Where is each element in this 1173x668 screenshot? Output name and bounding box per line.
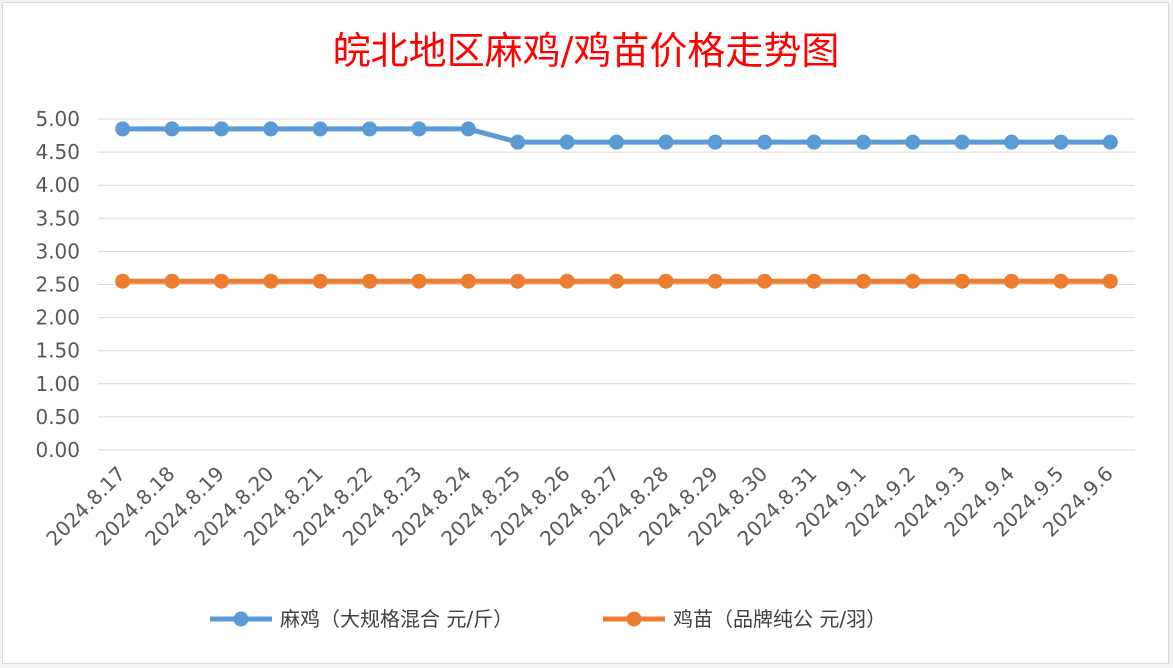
data-point	[609, 273, 624, 289]
data-point	[1053, 273, 1069, 289]
y-tick-label: 4.00	[35, 173, 80, 197]
data-point	[609, 134, 624, 150]
legend-marker	[233, 611, 249, 627]
series-layer	[115, 121, 1118, 289]
data-point	[510, 273, 526, 289]
data-point	[164, 273, 180, 289]
data-point	[559, 134, 575, 150]
data-point	[855, 134, 871, 150]
data-point	[460, 273, 476, 289]
data-point	[855, 273, 871, 289]
data-point	[559, 273, 575, 289]
data-point	[362, 273, 378, 289]
y-tick-label: 5.00	[35, 107, 80, 131]
data-point	[1102, 273, 1118, 289]
data-point	[905, 273, 921, 289]
data-point	[658, 273, 674, 289]
data-point	[1053, 134, 1069, 150]
data-point	[115, 273, 131, 289]
data-point	[1004, 273, 1020, 289]
data-point	[263, 121, 279, 137]
data-point	[460, 121, 476, 137]
data-point	[806, 134, 822, 150]
y-tick-label: 3.50	[35, 206, 80, 230]
legend-marker	[626, 611, 642, 627]
chart-title: 皖北地区麻鸡/鸡苗价格走势图	[333, 29, 840, 73]
data-point	[312, 121, 328, 137]
x-axis-ticks: 2024.8.172024.8.182024.8.192024.8.202024…	[41, 462, 1118, 551]
data-point	[164, 121, 180, 137]
y-tick-label: 1.00	[35, 372, 80, 396]
data-point	[411, 273, 427, 289]
data-point	[1004, 134, 1020, 150]
data-point	[213, 121, 229, 137]
data-point	[757, 273, 773, 289]
data-point	[757, 134, 773, 150]
data-point	[806, 273, 822, 289]
data-point	[213, 273, 229, 289]
legend-label: 鸡苗（品牌纯公 元/羽）	[673, 607, 886, 631]
data-point	[411, 121, 427, 137]
y-tick-label: 0.00	[35, 438, 80, 462]
data-point	[954, 273, 970, 289]
data-point	[510, 134, 526, 150]
y-tick-label: 0.50	[35, 405, 80, 429]
data-point	[658, 134, 674, 150]
legend-label: 麻鸡（大规格混合 元/斤）	[280, 607, 513, 631]
legend: 麻鸡（大规格混合 元/斤） 鸡苗（品牌纯公 元/羽）	[210, 607, 886, 631]
data-point	[263, 273, 279, 289]
data-point	[905, 134, 921, 150]
y-tick-label: 2.50	[35, 273, 80, 297]
y-tick-label: 3.00	[35, 239, 80, 263]
data-point	[312, 273, 328, 289]
y-tick-label: 2.00	[35, 306, 80, 330]
data-point	[362, 121, 378, 137]
data-point	[707, 134, 723, 150]
data-point	[1102, 134, 1118, 150]
y-tick-label: 1.50	[35, 339, 80, 363]
data-point	[707, 273, 723, 289]
y-axis-ticks: 0.00 0.50 1.00 1.50 2.00 2.50 3.00 3.50 4.00 4.50…	[35, 107, 80, 462]
y-tick-label: 4.50	[35, 140, 80, 164]
data-point	[115, 121, 131, 137]
data-point	[954, 134, 970, 150]
